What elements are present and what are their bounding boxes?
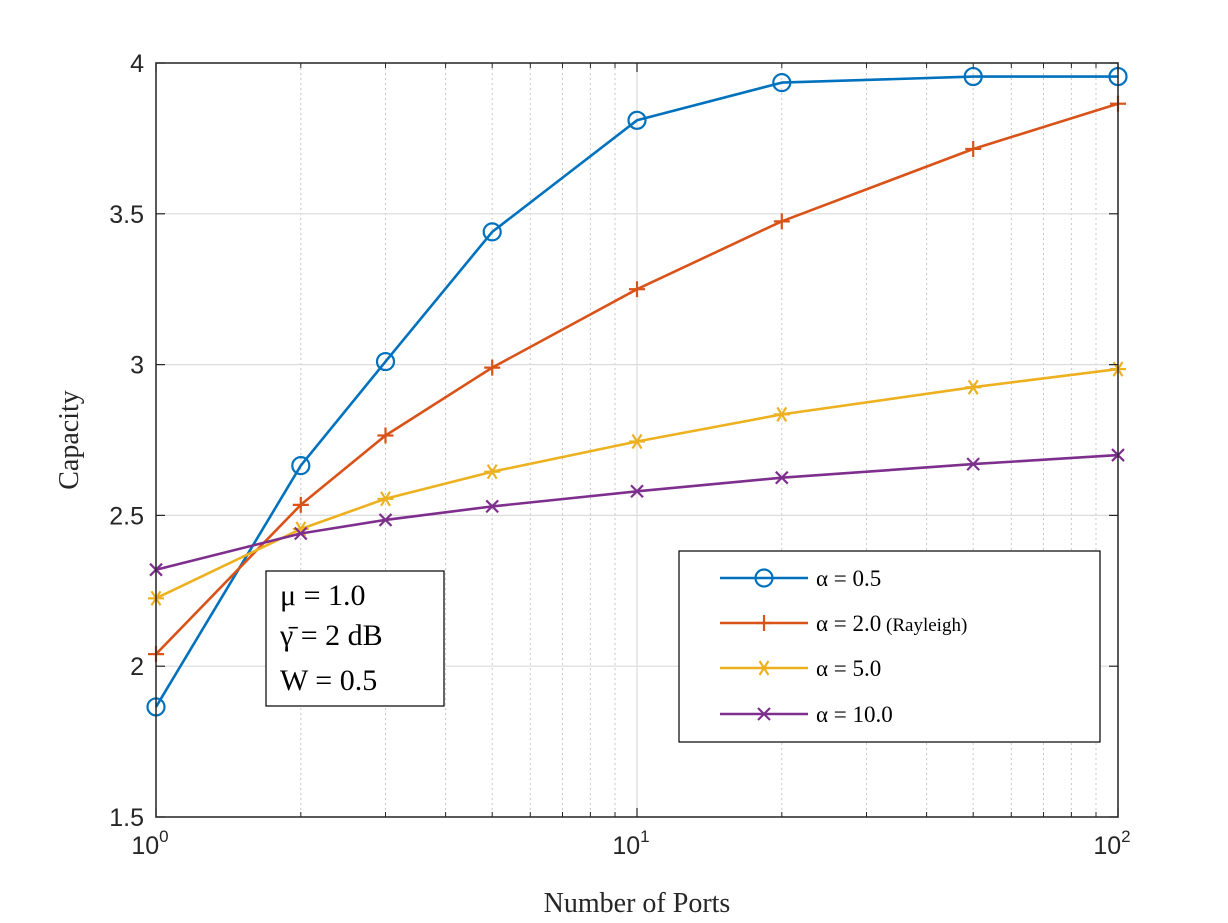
legend-marker <box>754 568 774 588</box>
data-point <box>377 491 394 507</box>
data-point <box>294 526 308 541</box>
data-point <box>963 66 983 87</box>
data-point <box>775 470 789 485</box>
y-tick-label: 1.5 <box>109 804 144 832</box>
y-tick-label: 2.5 <box>109 502 144 530</box>
data-point <box>484 464 501 480</box>
data-point <box>482 222 502 242</box>
legend-marker <box>756 660 772 676</box>
data-point <box>629 433 645 450</box>
series-line <box>154 75 1118 708</box>
y-axis-label: Capacity <box>54 390 85 490</box>
ticks <box>155 62 1119 818</box>
y-tick-label: 2 <box>130 653 144 681</box>
y-tick-label: 3.5 <box>109 201 144 229</box>
data-point <box>965 379 982 395</box>
y-tick-label: 4 <box>130 50 144 78</box>
x-tick-label: 101 <box>612 827 649 860</box>
x-axis-label: Number of Ports <box>544 888 731 919</box>
annotation-line-1: μ = 1.0 <box>280 579 366 612</box>
legend-marker <box>756 615 772 631</box>
legend-label: α = 10.0 <box>816 702 893 727</box>
data-point <box>629 281 645 298</box>
annotation-box: μ = 1.0 γ̄ = 2 dB W = 0.5 <box>265 570 445 707</box>
legend-label: α = 5.0 <box>816 656 881 681</box>
annotation-line-2: γ̄ = 2 dB <box>279 619 383 652</box>
tick-labels: 100 101 102 1.5 2 2.5 3 3.5 4 <box>109 50 1130 860</box>
data-point <box>773 406 790 422</box>
data-point <box>773 213 790 230</box>
legend-entry-3: α = 5.0 <box>720 656 881 681</box>
legend-label: α = 2.0 (Rayleigh) <box>816 611 967 636</box>
data-point <box>772 73 792 93</box>
data-point <box>966 457 980 471</box>
data-point <box>485 499 499 514</box>
data-point <box>378 513 393 527</box>
legend-entry-1: α = 0.5 <box>720 566 881 591</box>
legend-box <box>678 550 1101 743</box>
data-point <box>484 359 501 376</box>
data-point <box>292 496 309 513</box>
data-point <box>377 427 394 444</box>
x-tick-label: 102 <box>1093 827 1130 860</box>
x-tick-label: 100 <box>131 827 168 860</box>
legend-label: α = 0.5 <box>816 566 881 591</box>
legend: α = 0.5 α = 2.0 (Rayleigh) α = 5.0 α = 10.0 <box>678 550 1101 743</box>
legend-entry-4: α = 10.0 <box>720 702 893 727</box>
series-line <box>155 102 1119 656</box>
series-line <box>155 367 1119 600</box>
data-point <box>627 110 647 130</box>
data-point <box>291 456 311 476</box>
y-tick-label: 3 <box>130 352 144 380</box>
annotation-line-3: W = 0.5 <box>280 664 377 697</box>
series-line <box>155 453 1119 571</box>
legend-marker <box>757 707 771 721</box>
legend-entry-2: α = 2.0 (Rayleigh) <box>720 611 967 636</box>
data-point <box>965 140 982 157</box>
data-point <box>630 484 644 499</box>
data-point <box>375 351 396 372</box>
